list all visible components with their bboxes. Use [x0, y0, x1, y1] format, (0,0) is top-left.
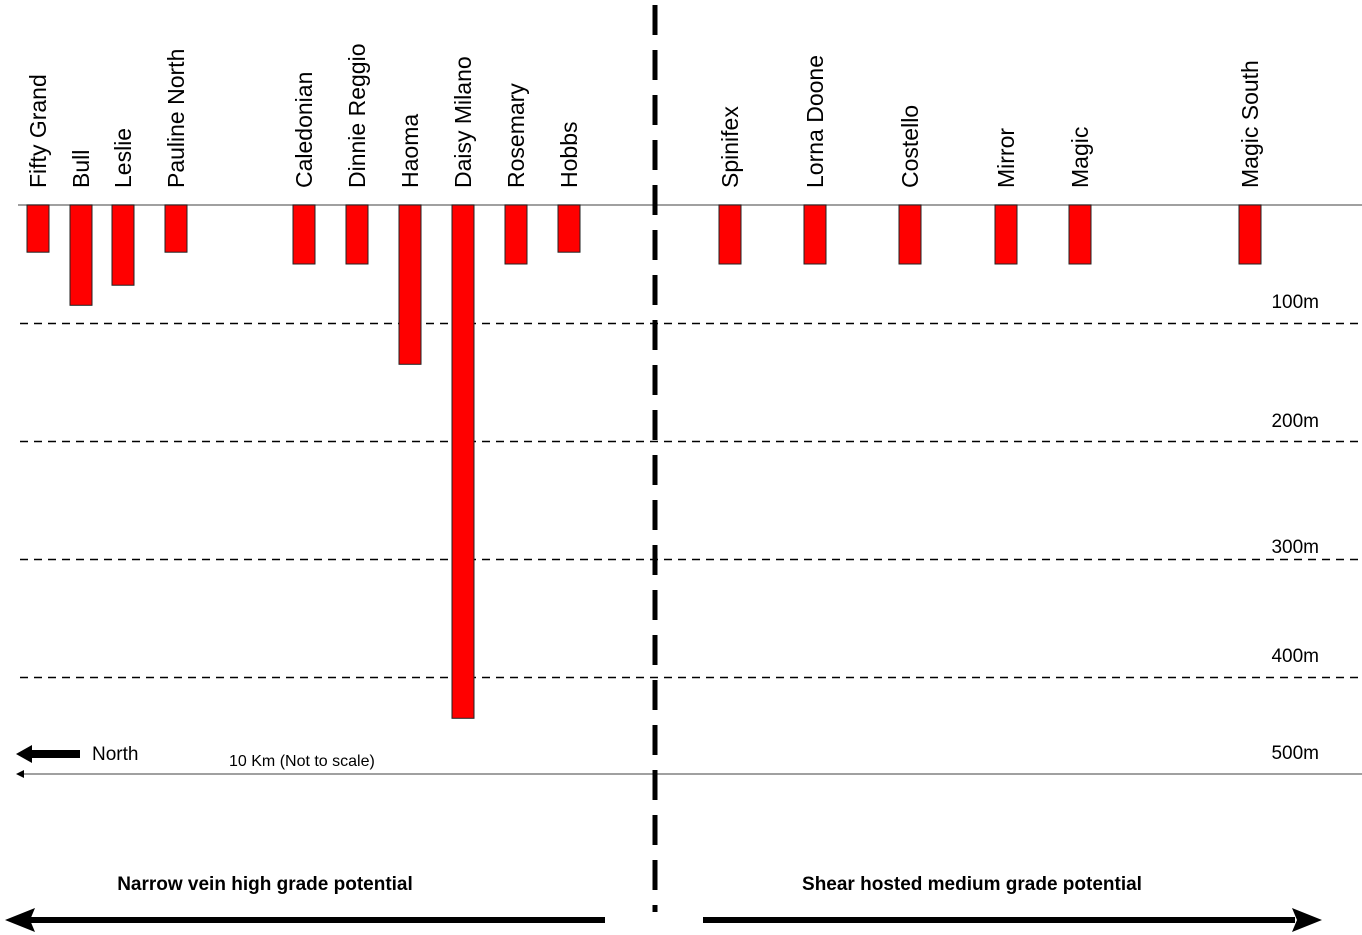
bar-daisy-milano: [451, 204, 475, 719]
mine-label-haoma: Haoma: [397, 114, 423, 188]
mine-label-leslie: Leslie: [110, 128, 136, 188]
depth-label-300: 300m: [1271, 537, 1319, 558]
mine-label-caledonian: Caledonian: [291, 72, 317, 188]
bar-costello: [898, 204, 922, 265]
mine-labels: Fifty Grand Bull Leslie Pauline North Caledo…: [25, 44, 1263, 188]
bar-pauline-north: [164, 204, 188, 253]
mine-label-pauline-north: Pauline North: [163, 49, 189, 188]
mine-label-costello: Costello: [897, 105, 923, 188]
zone-left: Narrow vein high grade potential: [5, 874, 605, 932]
mine-label-rosemary: Rosemary: [503, 83, 529, 188]
mine-label-magic-south: Magic South: [1237, 60, 1263, 188]
depth-label-500: 500m: [1271, 743, 1319, 764]
mine-label-spinifex: Spinifex: [717, 106, 743, 188]
mine-label-dinnie-reggio: Dinnie Reggio: [344, 44, 370, 188]
zone-right-arrowhead-icon: [1292, 908, 1322, 932]
depth-label-100: 100m: [1271, 292, 1319, 313]
zone-left-arrowhead-icon: [5, 908, 35, 932]
scale-arrowhead: [16, 770, 24, 778]
bar-bull: [69, 204, 93, 306]
bar-leslie: [111, 204, 135, 286]
bar-haoma: [398, 204, 422, 365]
north-label: North: [92, 744, 138, 765]
north-indicator: North: [16, 744, 138, 765]
mine-label-fifty-grand: Fifty Grand: [25, 74, 51, 188]
zone-right-label: Shear hosted medium grade potential: [802, 874, 1142, 895]
bar-mirror: [994, 204, 1018, 265]
bar-dinnie-reggio: [345, 204, 369, 265]
depth-label-400: 400m: [1271, 646, 1319, 667]
mine-label-mirror: Mirror: [993, 128, 1019, 188]
bar-lorna-doone: [803, 204, 827, 265]
mine-label-magic: Magic: [1067, 127, 1093, 188]
scale-label: 10 Km (Not to scale): [229, 753, 375, 770]
bar-hobbs: [557, 204, 581, 253]
mine-label-bull: Bull: [68, 150, 94, 188]
zone-left-label: Narrow vein high grade potential: [117, 874, 413, 895]
depth-gridlines: 100m 200m 300m 400m 500m: [20, 292, 1362, 764]
bar-magic-south: [1238, 204, 1262, 265]
mine-bars: [26, 204, 1262, 719]
mine-label-hobbs: Hobbs: [556, 122, 582, 188]
zone-right: Shear hosted medium grade potential: [703, 874, 1322, 932]
depth-label-200: 200m: [1271, 411, 1319, 432]
bar-rosemary: [504, 204, 528, 265]
bar-fifty-grand: [26, 204, 50, 253]
bar-spinifex: [718, 204, 742, 265]
mine-label-lorna-doone: Lorna Doone: [802, 55, 828, 188]
mine-label-daisy-milano: Daisy Milano: [450, 56, 476, 188]
bar-caledonian: [292, 204, 316, 265]
north-arrow-head-icon: [16, 745, 32, 763]
bar-magic: [1068, 204, 1092, 265]
